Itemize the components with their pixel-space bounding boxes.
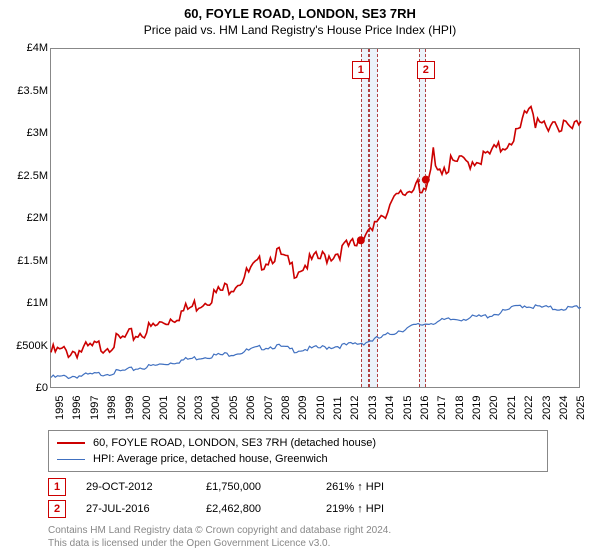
x-tick: 2005 [228,396,240,420]
legend-swatch [57,459,85,460]
sale-dot [357,236,365,244]
x-tick: 2007 [263,396,275,420]
series-hpi [51,305,581,379]
x-tick: 2009 [297,396,309,420]
sale-marker: 2 [48,500,66,518]
callout-2: 2 [417,61,435,79]
x-tick: 2010 [315,396,327,420]
plot-svg [51,49,579,387]
x-tick: 2008 [280,396,292,420]
x-tick: 1995 [54,396,66,420]
sale-row: 1 29-OCT-2012£1,750,000261% ↑ HPI [48,476,446,498]
y-tick: £1.5M [17,255,48,267]
x-tick: 2018 [454,396,466,420]
sale-pct: 219% ↑ HPI [326,503,446,515]
x-tick: 2006 [245,396,257,420]
x-tick: 2019 [471,396,483,420]
x-tick: 1996 [71,396,83,420]
x-tick: 2011 [332,396,344,420]
footer-line-2: This data is licensed under the Open Gov… [48,537,391,550]
x-tick: 2022 [523,396,535,420]
sale-row: 2 27-JUL-2016£2,462,800219% ↑ HPI [48,498,446,520]
x-tick: 2017 [436,396,448,420]
x-tick: 1999 [124,396,136,420]
x-tick: 2013 [367,396,379,420]
chart-container: 60, FOYLE ROAD, LONDON, SE3 7RH Price pa… [0,0,600,560]
y-tick: £2M [27,212,48,224]
x-tick: 2016 [419,396,431,420]
x-tick: 2012 [349,396,361,420]
legend: 60, FOYLE ROAD, LONDON, SE3 7RH (detache… [48,430,548,472]
legend-swatch [57,442,85,444]
chart-subtitle: Price paid vs. HM Land Registry's House … [0,21,600,41]
footer: Contains HM Land Registry data © Crown c… [48,524,391,550]
x-tick: 2015 [402,396,414,420]
sale-price: £1,750,000 [206,481,326,493]
x-tick: 2014 [384,396,396,420]
y-tick: £3.5M [17,85,48,97]
legend-label: 60, FOYLE ROAD, LONDON, SE3 7RH (detache… [93,437,376,449]
x-tick: 2003 [193,396,205,420]
sale-date: 29-OCT-2012 [86,481,206,493]
callout-1: 1 [352,61,370,79]
x-tick: 1998 [106,396,118,420]
sale-pct: 261% ↑ HPI [326,481,446,493]
series-price_paid [51,107,581,358]
y-tick: £1M [27,297,48,309]
x-tick: 2000 [141,396,153,420]
x-tick: 2025 [575,396,587,420]
sale-date: 27-JUL-2016 [86,503,206,515]
y-tick: £3M [27,127,48,139]
x-tick: 2002 [176,396,188,420]
x-tick: 2001 [158,396,170,420]
legend-label: HPI: Average price, detached house, Gree… [93,453,328,465]
legend-row: 60, FOYLE ROAD, LONDON, SE3 7RH (detache… [57,435,539,451]
x-tick: 2024 [558,396,570,420]
footer-line-1: Contains HM Land Registry data © Crown c… [48,524,391,537]
x-tick: 2023 [541,396,553,420]
plot-area: 12 [50,48,580,388]
x-tick: 1997 [89,396,101,420]
y-tick: £500K [16,340,48,352]
sale-marker: 1 [48,478,66,496]
sale-dot [422,176,430,184]
legend-row: HPI: Average price, detached house, Gree… [57,451,539,467]
y-tick: £4M [27,42,48,54]
y-tick: £0 [36,382,48,394]
x-tick: 2021 [506,396,518,420]
sale-price: £2,462,800 [206,503,326,515]
y-tick: £2.5M [17,170,48,182]
x-tick: 2020 [488,396,500,420]
chart-title: 60, FOYLE ROAD, LONDON, SE3 7RH [0,0,600,21]
x-tick: 2004 [210,396,222,420]
sales-table: 1 29-OCT-2012£1,750,000261% ↑ HPI 2 27-JUL-… [48,476,446,520]
